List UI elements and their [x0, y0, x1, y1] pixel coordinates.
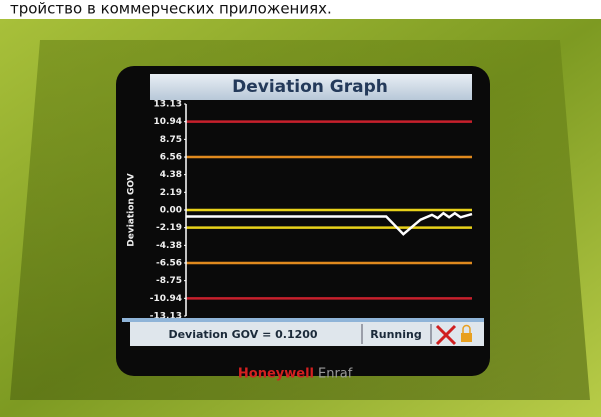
status-state: Running	[370, 328, 421, 341]
y-tick-label: 10.94	[154, 117, 182, 127]
y-tick-label: 13.13	[154, 100, 182, 110]
status-text: Deviation GOV = 0.1200	[168, 328, 317, 341]
y-tick-label: 4.38	[160, 170, 182, 180]
brand-sub: Enraf	[318, 367, 353, 382]
y-tick-label: -8.75	[156, 276, 182, 286]
y-tick-label: 2.19	[160, 188, 182, 198]
y-tick-label: -10.94	[150, 294, 182, 304]
brand-name: Honeywell	[238, 367, 314, 382]
lock-icon	[461, 333, 472, 342]
y-tick-label: -4.38	[156, 241, 182, 251]
y-tick-label: -6.56	[156, 258, 182, 268]
status-divider	[122, 318, 484, 322]
y-tick-label: -2.19	[156, 223, 182, 233]
device-photo: тройство в коммерческих приложениях. Dev…	[0, 0, 601, 417]
chart-title: Deviation Graph	[232, 77, 388, 97]
y-axis-label: Deviation GOV	[127, 173, 137, 247]
caption: тройство в коммерческих приложениях.	[10, 0, 332, 18]
y-tick-label: 8.75	[160, 135, 182, 145]
y-tick-label: 6.56	[160, 153, 182, 163]
y-tick-label: 0.00	[160, 206, 182, 216]
